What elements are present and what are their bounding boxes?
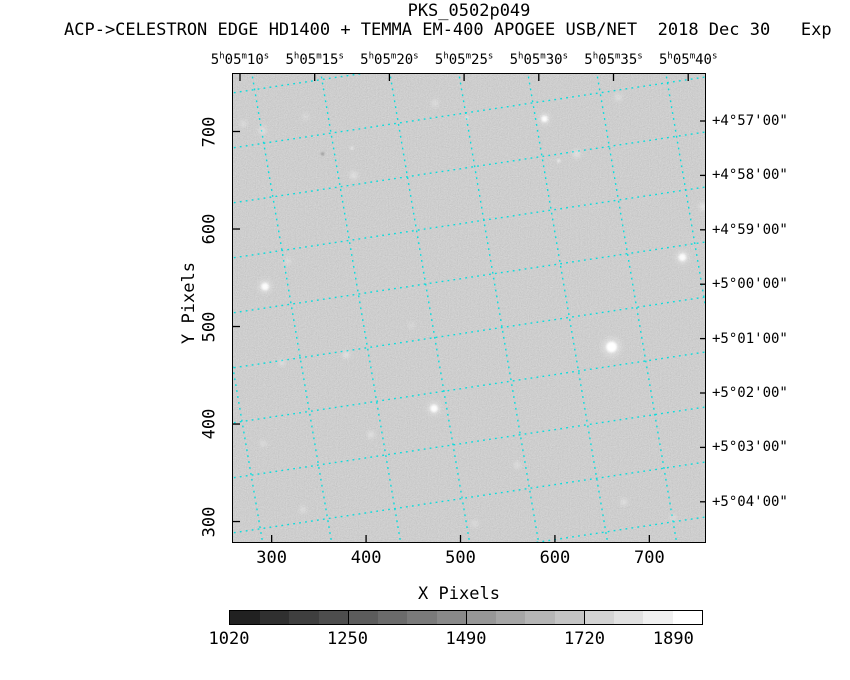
colorbar [229, 610, 703, 625]
star [302, 113, 309, 120]
y-tick-label: 700 [199, 116, 220, 147]
plot-frame [232, 73, 706, 543]
colorbar-step [672, 611, 702, 624]
star [350, 146, 354, 150]
colorbar-step [554, 611, 584, 624]
star [261, 282, 269, 291]
dec-tick-label: +5°00'00" [712, 276, 788, 293]
dec-tick-label: +4°59'00" [712, 221, 788, 238]
star [465, 116, 469, 120]
dec-tick-label: +5°01'00" [712, 330, 788, 347]
colorbar-step [318, 611, 348, 624]
star [408, 322, 415, 329]
y-axis-title: Y Pixels [179, 262, 199, 344]
ra-tick-label: 5h05m35s [584, 51, 643, 68]
colorbar-step [495, 611, 525, 624]
dec-tick-label: +5°02'00" [712, 385, 788, 401]
colorbar-step [377, 611, 407, 624]
ra-grid-line [389, 73, 471, 543]
star [367, 431, 374, 438]
colorbar-label: 1720 [564, 629, 605, 649]
star [699, 203, 706, 211]
star [669, 514, 676, 521]
colorbar-label: 1250 [327, 629, 368, 649]
ra-grid-line [596, 73, 678, 543]
colorbar-step [613, 611, 643, 624]
colorbar-label: 1490 [445, 629, 487, 649]
colorbar-step [230, 611, 260, 624]
star [240, 120, 247, 127]
star [514, 462, 520, 468]
colorbar-tick [584, 611, 585, 624]
colorbar-step [466, 611, 496, 624]
star [572, 150, 581, 158]
dec-tick-label: +5°03'00" [712, 439, 788, 456]
star [471, 520, 479, 527]
y-tick-label: 600 [199, 213, 220, 245]
star [431, 99, 439, 107]
colorbar-label: 1890 [652, 629, 694, 649]
star-field-plot [232, 73, 706, 543]
dec-tick-label: +4°57'00" [712, 113, 788, 129]
ra-tick-label: 5h05m20s [360, 51, 419, 68]
star [430, 404, 438, 413]
ra-tick-label: 5h05m10s [210, 51, 270, 68]
colorbar-step [643, 611, 673, 624]
ra-tick-label: 5h05m15s [285, 51, 344, 68]
star [342, 351, 350, 359]
colorbar-label: 1020 [208, 629, 250, 649]
star [284, 257, 291, 265]
colorbar-step [525, 611, 555, 624]
star [299, 506, 307, 514]
dec-tick-label: +5°04'00" [712, 493, 788, 510]
ra-tick-label: 5h05m40s [658, 51, 718, 68]
dec-tick-label: +4°58'00" [712, 167, 788, 184]
ra-grid-line [320, 73, 402, 543]
star [258, 127, 266, 135]
colorbar-tick [466, 611, 467, 624]
ra-tick-label: 5h05m25s [434, 51, 494, 68]
star [260, 440, 267, 447]
x-tick-label: 600 [539, 548, 571, 568]
x-tick-label: 700 [633, 548, 665, 568]
ra-grid-line [527, 73, 609, 543]
y-tick-label: 300 [199, 506, 220, 537]
x-axis-title: X Pixels [418, 584, 500, 604]
ra-grid-line [458, 73, 540, 543]
ra-tick-label: 5h05m30s [509, 51, 569, 68]
y-tick-label: 400 [199, 408, 220, 440]
image-noise [232, 73, 706, 543]
x-tick-label: 300 [256, 548, 288, 568]
x-tick-label: 400 [350, 548, 382, 568]
star [279, 360, 285, 366]
y-tick-label: 500 [199, 311, 220, 342]
page-title: PKS_0502p049 [407, 1, 531, 21]
colorbar-step [348, 611, 378, 624]
ra-grid-line [251, 73, 333, 543]
star [678, 253, 687, 262]
observation-subtitle: ACP->CELESTRON EDGE HD1400 + TEMMA EM-40… [64, 20, 832, 40]
star [620, 499, 627, 506]
dead-pixel [321, 152, 324, 155]
colorbar-tick [348, 611, 349, 624]
x-tick-label: 500 [445, 548, 476, 568]
colorbar-step [584, 611, 614, 624]
colorbar-step [436, 611, 466, 624]
star [557, 159, 561, 163]
colorbar-step [289, 611, 319, 624]
star [350, 171, 358, 180]
star [606, 341, 618, 353]
colorbar-step [407, 611, 437, 624]
colorbar-step [259, 611, 289, 624]
star [614, 93, 622, 101]
star [541, 115, 548, 123]
